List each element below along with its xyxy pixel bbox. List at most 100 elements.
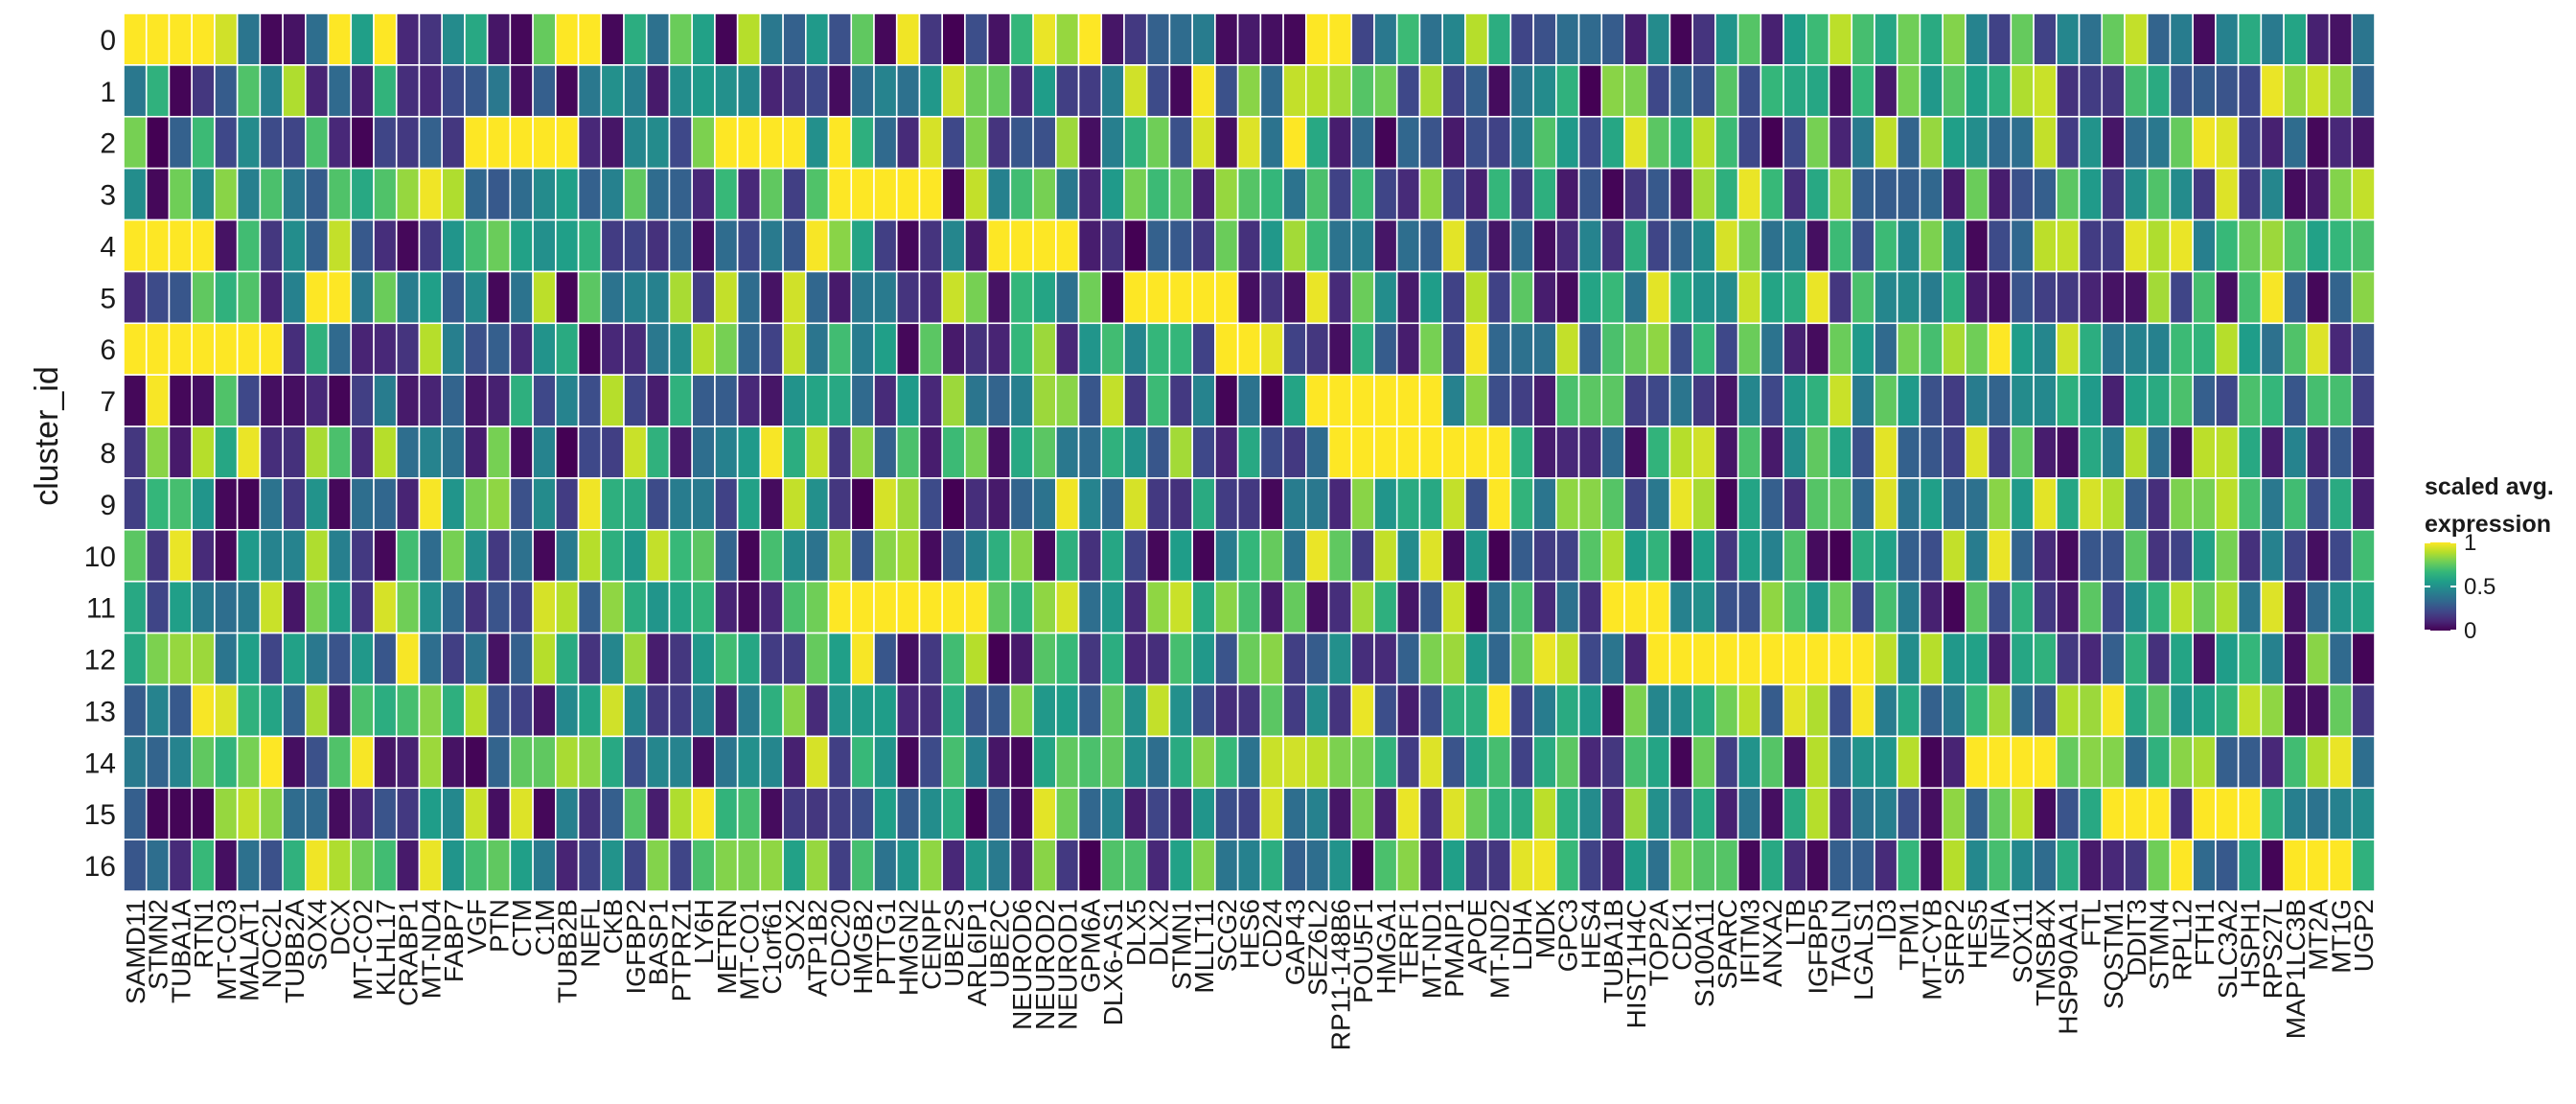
- heatmap-cell: [1645, 839, 1671, 892]
- heatmap-cell: [623, 322, 648, 376]
- x-tick-label: MT-ND1: [1416, 899, 1446, 999]
- heatmap-cell: [1327, 839, 1353, 892]
- heatmap-cell: [1236, 529, 1262, 583]
- heatmap-cell: [1168, 632, 1193, 686]
- heatmap-cell: [2215, 529, 2240, 583]
- heatmap-cell: [1623, 632, 1648, 686]
- heatmap-cell: [2056, 115, 2081, 170]
- heatmap-cell: [850, 580, 875, 634]
- heatmap-cell: [555, 374, 580, 427]
- heatmap-cell: [873, 218, 898, 273]
- heatmap-cell: [305, 735, 330, 790]
- heatmap-cell: [1896, 322, 1921, 376]
- heatmap-cell: [1555, 64, 1580, 118]
- heatmap-cell: [1645, 270, 1671, 325]
- heatmap-cell: [2078, 683, 2104, 738]
- heatmap-cell: [1736, 322, 1762, 376]
- heatmap-cell: [373, 477, 398, 531]
- heatmap-cell: [1486, 12, 1512, 66]
- heatmap-cell: [1168, 529, 1193, 583]
- heatmap-cell: [1919, 64, 1944, 118]
- heatmap-cell: [418, 477, 443, 531]
- heatmap-cell: [691, 167, 716, 221]
- heatmap-cell: [1191, 735, 1216, 790]
- heatmap-cell: [850, 115, 875, 170]
- heatmap-cell: [827, 426, 853, 479]
- heatmap-cell: [827, 477, 853, 531]
- heatmap-cell: [2169, 115, 2194, 170]
- heatmap-cell: [168, 218, 193, 273]
- x-tick-label: TUBB2A: [280, 899, 310, 1003]
- heatmap-cell: [964, 787, 989, 840]
- heatmap-cell: [145, 167, 171, 221]
- heatmap-cell: [759, 632, 784, 686]
- heatmap-cell: [418, 322, 443, 376]
- heatmap-cell: [1168, 322, 1193, 376]
- heatmap-cell: [1965, 529, 1990, 583]
- heatmap-cell: [1851, 167, 1875, 221]
- heatmap-cell: [2260, 167, 2285, 221]
- x-tick-label: RTN1: [189, 899, 218, 969]
- heatmap-cell: [645, 322, 671, 376]
- heatmap-cell: [1282, 683, 1307, 738]
- heatmap-cell: [1555, 580, 1580, 634]
- heatmap-cell: [2351, 735, 2376, 790]
- heatmap-cell: [1509, 270, 1534, 325]
- heatmap-cell: [2101, 580, 2126, 634]
- heatmap-cell: [691, 580, 716, 634]
- heatmap-cell: [464, 12, 489, 66]
- heatmap-cell: [1851, 115, 1875, 170]
- heatmap-cell: [1874, 64, 1898, 118]
- heatmap-cell: [1760, 529, 1784, 583]
- heatmap-cell: [1806, 270, 1830, 325]
- heatmap-cell: [1032, 580, 1057, 634]
- heatmap-cell: [1350, 632, 1375, 686]
- heatmap-cell: [1464, 374, 1489, 427]
- heatmap-cell: [1327, 787, 1353, 840]
- heatmap-cell: [1919, 426, 1944, 479]
- heatmap-cell: [1555, 167, 1580, 221]
- heatmap-cell: [782, 426, 807, 479]
- heatmap-cell: [850, 270, 875, 325]
- heatmap-cell: [1077, 322, 1103, 376]
- heatmap-cell: [1555, 218, 1580, 273]
- heatmap-cell: [1919, 115, 1944, 170]
- heatmap-cell: [1645, 735, 1671, 790]
- heatmap-cell: [1350, 167, 1375, 221]
- heatmap-cell: [1532, 683, 1557, 738]
- heatmap-cell: [1123, 167, 1148, 221]
- heatmap-cell: [1782, 322, 1807, 376]
- heatmap-cell: [1305, 787, 1330, 840]
- heatmap-cell: [1760, 167, 1784, 221]
- heatmap-cell: [895, 115, 921, 170]
- heatmap-cell: [2328, 12, 2354, 66]
- heatmap-cell: [1191, 426, 1216, 479]
- heatmap-cell: [418, 12, 443, 66]
- heatmap-cell: [577, 580, 603, 634]
- heatmap-cell: [1259, 270, 1284, 325]
- heatmap-cell: [2237, 787, 2263, 840]
- heatmap-cell: [1259, 64, 1284, 118]
- heatmap-cell: [2260, 839, 2285, 892]
- heatmap-cell: [486, 477, 512, 531]
- heatmap-cell: [1486, 374, 1512, 427]
- heatmap-cell: [2215, 839, 2240, 892]
- heatmap-cell: [123, 218, 148, 273]
- x-tick-label: LDHA: [1507, 899, 1537, 971]
- heatmap-cell: [1077, 115, 1103, 170]
- x-tick-label: UBE2S: [939, 899, 969, 987]
- heatmap-cell: [918, 115, 943, 170]
- heatmap-cell: [918, 374, 943, 427]
- heatmap-cell: [464, 477, 489, 531]
- heatmap-cell: [395, 64, 421, 118]
- heatmap-cell: [691, 683, 716, 738]
- heatmap-cell: [1577, 632, 1603, 686]
- heatmap-cell: [1168, 735, 1193, 790]
- heatmap-cell: [2033, 115, 2058, 170]
- y-tick-label: 16: [84, 851, 116, 883]
- heatmap-cell: [2328, 64, 2354, 118]
- heatmap-cell: [1100, 580, 1125, 634]
- heatmap-cell: [714, 167, 739, 221]
- heatmap-cell: [441, 12, 466, 66]
- heatmap-cell: [441, 735, 466, 790]
